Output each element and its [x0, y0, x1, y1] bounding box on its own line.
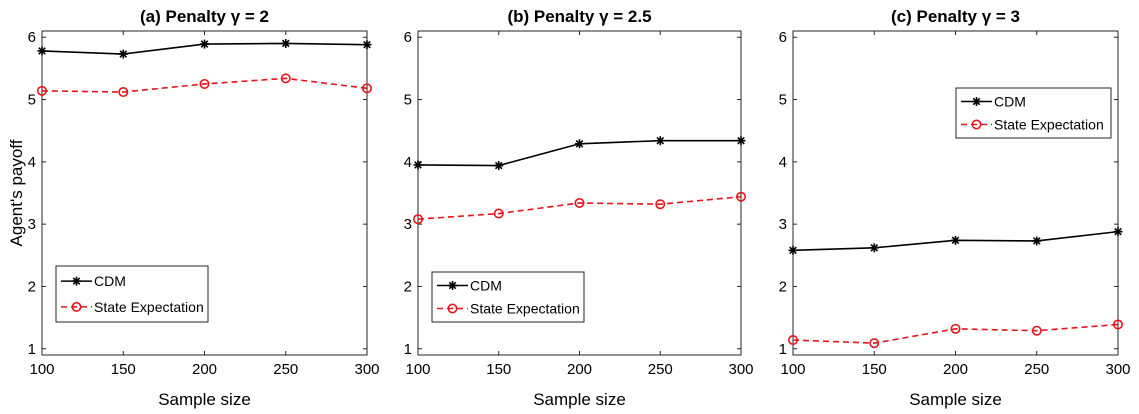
legend-label: CDM [994, 94, 1026, 110]
x-tick-label: 300 [354, 361, 379, 378]
x-axis-label: Sample size [533, 390, 626, 409]
data-point-state-expectation [735, 191, 746, 202]
y-axis-label: Agent's payoff [7, 139, 26, 246]
y-tick-label: 2 [28, 278, 36, 295]
y-tick-label: 6 [779, 29, 787, 46]
data-point-cdm [788, 245, 798, 255]
y-tick-label: 5 [28, 92, 36, 109]
legend: CDM State Expectation [431, 271, 585, 323]
data-point-cdm [37, 46, 47, 56]
chart-title: (b) Penalty γ = 2.5 [507, 7, 651, 26]
data-point-state-expectation [869, 338, 880, 349]
x-tick-label: 200 [943, 361, 968, 378]
data-point-state-expectation [118, 87, 129, 98]
y-tick-label: 3 [779, 216, 787, 233]
legend-label: State Expectation [994, 117, 1104, 133]
data-point-cdm [869, 243, 879, 253]
series-line-state-expectation [41, 77, 368, 93]
legend-box [55, 265, 209, 323]
legend-marker-cdm [448, 281, 457, 290]
data-point-cdm [281, 38, 291, 48]
data-point-cdm [1113, 227, 1123, 237]
x-tick-label: 200 [567, 361, 592, 378]
legend-box [431, 271, 585, 323]
data-point-state-expectation [1031, 325, 1042, 336]
data-point-cdm [494, 161, 504, 171]
data-point-cdm [118, 49, 128, 59]
data-point-cdm [362, 40, 372, 50]
data-point-cdm [655, 136, 665, 146]
chart-title: (a) Penalty γ = 2 [140, 7, 269, 26]
data-point-cdm [200, 39, 209, 49]
legend-marker-cdm [972, 97, 981, 106]
data-point-state-expectation [787, 335, 798, 346]
legend-marker-state-expectation [71, 301, 82, 312]
x-axis-label: Sample size [909, 390, 1002, 409]
data-point-cdm [575, 139, 584, 149]
y-tick-label: 3 [404, 216, 412, 233]
chart-panel-2: (b) Penalty γ = 2.5 100 150 200 250 300 1 2 3 4 5 6… [404, 7, 754, 409]
y-tick-label: 1 [28, 341, 36, 358]
chart-panel-3: (c) Penalty γ = 3 100 150 200 250 300 1 2 3 4 5 6 Sa… [779, 7, 1131, 409]
data-point-state-expectation [1113, 319, 1124, 330]
x-tick-label: 200 [192, 361, 217, 378]
data-point-cdm [1032, 236, 1042, 246]
y-tick-label: 3 [28, 216, 36, 233]
y-tick-label: 2 [779, 278, 787, 295]
legend-label: State Expectation [470, 301, 580, 317]
legend-label: CDM [94, 273, 126, 289]
x-tick-label: 100 [29, 361, 54, 378]
data-point-state-expectation [574, 197, 585, 208]
legend-marker-state-expectation [971, 119, 982, 130]
y-tick-label: 4 [28, 154, 36, 171]
x-tick-label: 250 [273, 361, 298, 378]
x-tick-label: 300 [728, 361, 753, 378]
legend-box [955, 87, 1112, 139]
series-line-state-expectation [417, 195, 742, 220]
legend: CDM State Expectation [55, 265, 209, 323]
data-point-cdm [951, 235, 960, 245]
x-tick-label: 150 [486, 361, 511, 378]
legend-marker-state-expectation [447, 303, 458, 314]
x-tick-label: 250 [648, 361, 673, 378]
legend-label: CDM [470, 278, 502, 294]
data-point-cdm [736, 136, 746, 146]
legend-label: State Expectation [94, 299, 204, 315]
series-line-state-expectation [792, 323, 1119, 344]
data-point-state-expectation [199, 78, 210, 89]
x-tick-label: 100 [405, 361, 430, 378]
y-tick-label: 4 [404, 154, 412, 171]
data-point-state-expectation [361, 83, 372, 94]
x-axis-label: Sample size [158, 390, 251, 409]
legend-marker-cdm [72, 276, 81, 286]
y-tick-label: 6 [404, 29, 412, 46]
x-tick-label: 150 [862, 361, 887, 378]
data-point-state-expectation [280, 73, 291, 84]
x-tick-label: 300 [1105, 361, 1130, 378]
y-tick-label: 4 [779, 154, 787, 171]
data-point-state-expectation [950, 323, 961, 334]
chart-title: (c) Penalty γ = 3 [891, 7, 1020, 26]
y-tick-label: 2 [404, 278, 412, 295]
y-tick-label: 1 [404, 341, 412, 358]
data-point-state-expectation [493, 208, 504, 219]
x-tick-label: 150 [111, 361, 136, 378]
chart-panel-1: (a) Penalty γ = 2 100 150 200 250 300 1 2 3 4 5 6 Sa… [7, 7, 380, 409]
data-point-state-expectation [655, 199, 666, 210]
plot-area [792, 30, 1119, 356]
x-tick-label: 250 [1024, 361, 1049, 378]
data-point-state-expectation [412, 214, 423, 225]
x-tick-label: 100 [780, 361, 805, 378]
y-tick-label: 5 [779, 92, 787, 109]
data-point-state-expectation [36, 85, 47, 96]
legend: CDM State Expectation [955, 87, 1112, 139]
y-tick-label: 1 [779, 341, 787, 358]
y-tick-label: 5 [404, 92, 412, 109]
y-tick-label: 6 [28, 29, 36, 46]
data-point-cdm [413, 160, 423, 170]
